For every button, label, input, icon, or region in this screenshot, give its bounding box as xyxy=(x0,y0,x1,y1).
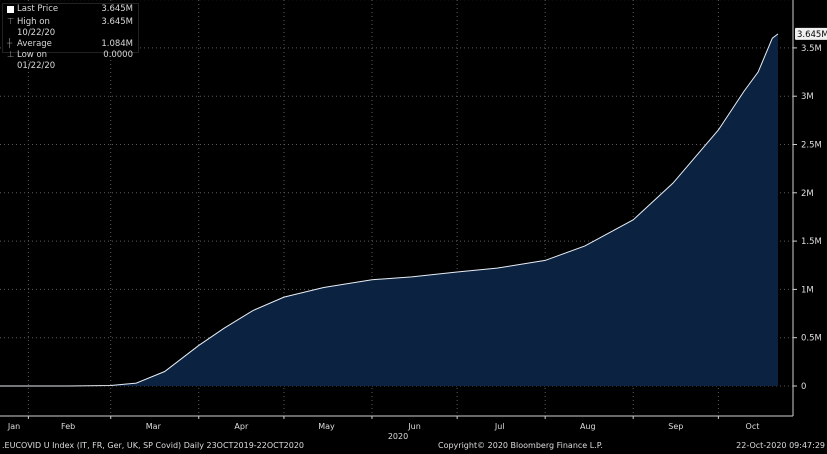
y-tick-label: 3M xyxy=(801,92,814,102)
x-tick-label: Jul xyxy=(494,422,505,431)
y-tick-label: 3.5M xyxy=(801,44,822,54)
y-tick-label: 2.5M xyxy=(801,141,822,151)
y-tick-label: 0 xyxy=(801,382,806,392)
x-tick-label: May xyxy=(318,422,335,431)
x-axis-title: 2020 xyxy=(388,432,408,441)
legend-high: ⊤ High on 10/22/20 3.645M xyxy=(7,17,133,38)
copyright: Copyright© 2020 Bloomberg Finance L.P. xyxy=(438,441,603,450)
x-tick-label: Apr xyxy=(234,422,249,431)
x-tick-label: Aug xyxy=(580,422,596,431)
area-fill xyxy=(0,33,778,386)
security-description: .EUCOVID U Index (IT, FR, Ger, UK, SP Co… xyxy=(2,441,304,450)
x-tick-label: Feb xyxy=(61,422,75,431)
timestamp: 22-Oct-2020 09:47:29 xyxy=(736,441,825,450)
legend-average: ┼ Average 1.084M xyxy=(7,39,133,49)
low-marker-icon: ⊥ xyxy=(7,50,15,60)
average-marker-icon: ┼ xyxy=(7,39,13,49)
y-tick-label: 1.5M xyxy=(801,237,822,247)
legend: Last Price 3.645M ⊤ High on 10/22/20 3.645M… xyxy=(2,3,139,71)
legend-last-price: Last Price 3.645M xyxy=(3,4,138,17)
x-tick-label: Jun xyxy=(407,422,421,431)
last-value-label: 3.645M xyxy=(797,30,827,40)
legend-low: ⊥ Low on 01/22/20 0.0000 xyxy=(7,50,133,71)
y-tick-label: 2M xyxy=(801,189,814,199)
high-marker-icon: ⊤ xyxy=(7,17,15,27)
y-tick-label: 0.5M xyxy=(801,334,822,344)
x-tick-label: Mar xyxy=(146,422,162,431)
x-tick-label: Jan xyxy=(7,422,20,431)
square-icon xyxy=(7,4,17,17)
y-tick-label: 1M xyxy=(801,285,814,295)
x-tick-label: Oct xyxy=(746,422,760,431)
last-value-tag xyxy=(795,27,827,40)
x-tick-label: Sep xyxy=(668,422,683,431)
